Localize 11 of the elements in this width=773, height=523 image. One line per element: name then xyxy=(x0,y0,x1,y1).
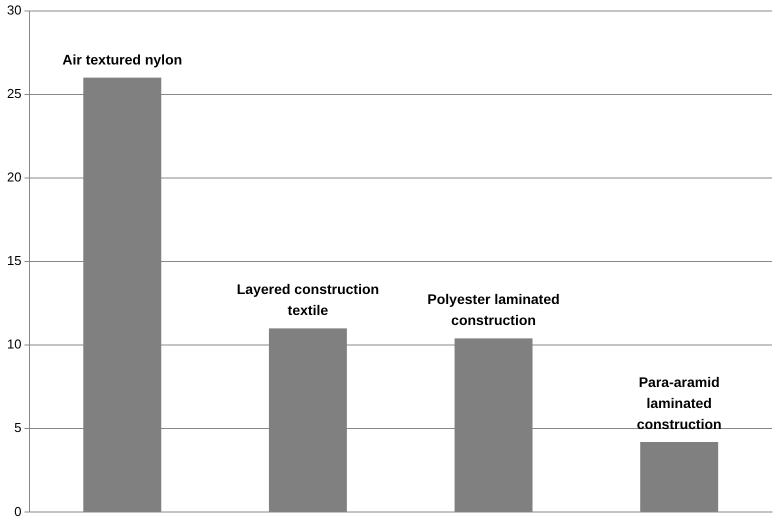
y-tick-label: 20 xyxy=(6,170,22,185)
x-tick-label: Layered construction textile xyxy=(236,281,380,318)
x-tick-label: Para-aramid laminated construction xyxy=(636,374,722,432)
x-tick-label: Air textured nylon xyxy=(62,52,182,68)
y-tick-label: 10 xyxy=(6,336,22,352)
y-tick-label: 30 xyxy=(6,2,22,18)
y-tick-label: 0 xyxy=(14,504,22,519)
x-tick-label: Polyester laminated construction xyxy=(427,291,560,328)
y-tick-label: 5 xyxy=(14,420,22,436)
y-tick-label: 15 xyxy=(6,253,22,268)
y-tick-label: 25 xyxy=(6,86,22,101)
